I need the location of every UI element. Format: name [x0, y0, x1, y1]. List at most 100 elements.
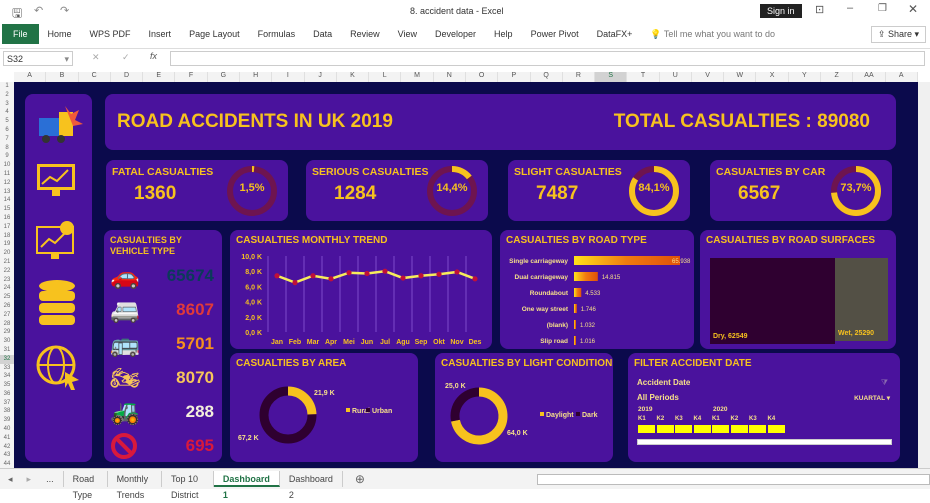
row-header[interactable]: 22: [3, 267, 11, 274]
row-header[interactable]: 4: [5, 109, 9, 116]
column-header[interactable]: P: [498, 72, 531, 82]
column-header[interactable]: J: [305, 72, 337, 82]
row-header[interactable]: 23: [3, 276, 11, 283]
quarter-tile[interactable]: [675, 425, 692, 433]
column-header[interactable]: T: [627, 72, 660, 82]
share-button[interactable]: ⇪ Share ▾: [870, 25, 926, 43]
sheet-tab[interactable]: ...: [37, 471, 64, 487]
column-header[interactable]: K: [337, 72, 370, 82]
new-sheet-icon[interactable]: ⊕: [354, 472, 365, 486]
column-header[interactable]: L: [369, 72, 402, 82]
row-header[interactable]: 11: [3, 170, 11, 177]
ribbon-tab-formulas[interactable]: Formulas: [257, 29, 296, 39]
row-header[interactable]: 32: [0, 354, 14, 364]
quarter-tile[interactable]: [767, 425, 785, 433]
column-header[interactable]: B: [46, 72, 79, 82]
row-header[interactable]: 39: [3, 417, 11, 424]
redo-icon[interactable]: ↷: [60, 5, 70, 17]
row-header[interactable]: 35: [3, 382, 11, 389]
sheet-tab[interactable]: Road Type: [64, 471, 108, 500]
column-header[interactable]: A: [886, 72, 918, 82]
column-header[interactable]: Y: [789, 72, 822, 82]
column-header[interactable]: C: [79, 72, 111, 82]
function-icon[interactable]: fx: [150, 51, 158, 61]
row-header[interactable]: 31: [3, 346, 11, 353]
time-level-dropdown[interactable]: KUARTAL ▾: [854, 395, 890, 402]
horizontal-scrollbar[interactable]: [536, 473, 930, 485]
column-header[interactable]: X: [756, 72, 789, 82]
timeline-scrollbar[interactable]: [637, 439, 892, 445]
row-header[interactable]: 5: [5, 118, 9, 125]
cancel-icon[interactable]: ✕: [92, 52, 100, 62]
row-header[interactable]: 34: [3, 373, 11, 380]
row-header[interactable]: 14: [3, 197, 11, 204]
column-header[interactable]: Z: [821, 72, 854, 82]
quarter-tile[interactable]: [656, 425, 674, 433]
sheet-tab[interactable]: Dashboard 2: [280, 471, 343, 500]
restore-icon[interactable]: ❐: [878, 3, 887, 14]
ribbon-tab-data[interactable]: Data: [313, 29, 333, 39]
row-header[interactable]: 21: [3, 258, 11, 265]
row-header[interactable]: 20: [3, 250, 11, 257]
vertical-scrollbar[interactable]: [918, 82, 930, 468]
column-header[interactable]: G: [208, 72, 240, 82]
quarter-tile[interactable]: [712, 425, 729, 433]
row-header[interactable]: 15: [3, 206, 11, 213]
row-header[interactable]: 8: [5, 144, 9, 151]
column-header[interactable]: A: [14, 72, 47, 82]
scroll-tabs-right-icon[interactable]: ▸: [26, 473, 32, 484]
row-header[interactable]: 36: [3, 390, 11, 397]
row-header[interactable]: 6: [5, 126, 9, 133]
quarter-tile[interactable]: [730, 425, 748, 433]
name-box[interactable]: S32 ▾: [3, 51, 73, 66]
quarter-tile[interactable]: [749, 425, 766, 433]
row-header[interactable]: 3: [5, 100, 9, 107]
row-header[interactable]: 38: [3, 408, 11, 415]
column-header[interactable]: N: [434, 72, 466, 82]
row-header[interactable]: 41: [3, 434, 11, 441]
row-header[interactable]: 44: [3, 461, 11, 468]
row-header[interactable]: 2: [5, 91, 9, 98]
row-header[interactable]: 30: [3, 338, 11, 345]
ribbon-tab-power-pivot[interactable]: Power Pivot: [530, 29, 579, 39]
column-header[interactable]: AA: [853, 72, 886, 82]
row-header[interactable]: 43: [3, 452, 11, 459]
row-header[interactable]: 10: [3, 162, 11, 169]
ribbon-tab-wps-pdf[interactable]: WPS PDF: [89, 29, 131, 39]
row-header[interactable]: 19: [3, 241, 11, 248]
save-icon[interactable]: 🖫: [12, 6, 23, 20]
column-header[interactable]: S: [595, 72, 628, 82]
column-header[interactable]: Q: [531, 72, 563, 82]
column-header[interactable]: W: [724, 72, 757, 82]
column-header[interactable]: V: [692, 72, 725, 82]
ribbon-tab-developer[interactable]: Developer: [435, 29, 477, 39]
sheet-tab[interactable]: Dashboard 1: [213, 471, 280, 500]
column-header[interactable]: U: [660, 72, 692, 82]
column-header[interactable]: R: [563, 72, 596, 82]
quarter-tile[interactable]: [638, 425, 655, 433]
row-header[interactable]: 13: [3, 188, 11, 195]
ribbon-tab-home[interactable]: Home: [47, 29, 72, 39]
clear-filter-icon[interactable]: ⧩: [880, 378, 888, 387]
row-header[interactable]: 26: [3, 302, 11, 309]
row-header[interactable]: 24: [3, 285, 11, 292]
ribbon-tab-file[interactable]: File: [2, 24, 39, 44]
ribbon-tab-insert[interactable]: Insert: [148, 29, 172, 39]
row-header[interactable]: 42: [3, 443, 11, 450]
sign-in-button[interactable]: Sign in: [760, 4, 802, 18]
row-header[interactable]: 16: [3, 214, 11, 221]
row-header[interactable]: 25: [3, 294, 11, 301]
row-header[interactable]: 29: [3, 329, 11, 336]
column-header[interactable]: D: [111, 72, 144, 82]
undo-icon[interactable]: ↶: [34, 5, 44, 17]
column-header[interactable]: H: [240, 72, 273, 82]
close-icon[interactable]: ✕: [908, 2, 919, 16]
row-header[interactable]: 27: [3, 311, 11, 318]
sheet-tab[interactable]: Monthly Trends: [108, 471, 162, 500]
sheet-tab[interactable]: Top 10 District: [162, 471, 214, 500]
row-header[interactable]: 40: [3, 426, 11, 433]
row-header[interactable]: 17: [3, 223, 11, 230]
row-header[interactable]: 37: [3, 399, 11, 406]
row-header[interactable]: 1: [5, 83, 9, 89]
column-header[interactable]: F: [175, 72, 208, 82]
